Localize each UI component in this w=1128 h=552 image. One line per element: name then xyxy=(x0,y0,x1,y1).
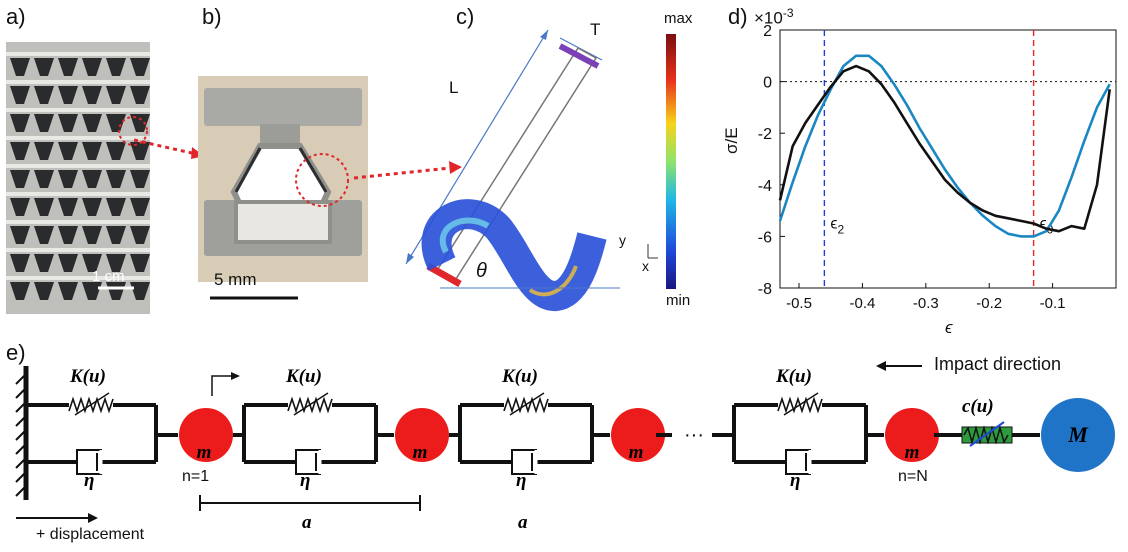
axis-x-label: x xyxy=(642,258,649,274)
damping-label-3: η xyxy=(516,470,527,491)
scale-label-b: 5 mm xyxy=(214,270,257,289)
scale-label-a: 1 cm xyxy=(92,268,125,285)
colorbar-min-label: min xyxy=(666,292,691,309)
mass-1 xyxy=(179,408,233,462)
x-axis-label: ϵ xyxy=(945,318,953,337)
stiffness-label-2: K(u) xyxy=(286,366,322,387)
colorbar-max-label: max xyxy=(664,10,693,27)
panel-label-c: c) xyxy=(456,4,475,29)
y-tick-label-5: 2 xyxy=(763,23,772,40)
label-length: L xyxy=(449,78,459,97)
index-first: n=1 xyxy=(182,468,210,485)
x-tick-label-3: -0.2 xyxy=(976,295,1002,312)
x-tick-label-1: -0.4 xyxy=(849,295,875,312)
mass-spring-chain xyxy=(15,361,1115,523)
displacement-label: + displacement xyxy=(36,526,145,543)
arrow-b-to-c xyxy=(353,161,462,180)
velocity-arrow xyxy=(211,375,236,396)
damping-label-1: η xyxy=(84,470,95,491)
lattice-photo-art xyxy=(6,42,150,314)
panel-label-e: e) xyxy=(6,340,26,365)
colorbar xyxy=(666,34,676,289)
x-tick-label-2: -0.3 xyxy=(913,295,939,312)
label-thickness: T xyxy=(590,20,601,39)
y-multiplier-exponent: -3 xyxy=(782,6,794,20)
contact-label: c(u) xyxy=(962,396,994,417)
y-tick-label-3: -2 xyxy=(758,126,772,143)
x-tick-label-4: -0.1 xyxy=(1040,295,1066,312)
highlight-circle-a xyxy=(118,116,148,146)
lattice-label-2: a xyxy=(518,512,528,533)
unit-cell-photo xyxy=(198,76,368,282)
label-angle: θ xyxy=(476,260,487,282)
beam-top-end xyxy=(558,43,600,69)
vline-label-sub-0: 2 xyxy=(837,222,844,236)
mass-label-4: m xyxy=(904,442,920,463)
lattice-label-1: a xyxy=(302,512,312,533)
unit-cell-art xyxy=(198,76,368,282)
y-multiplier-base: ×10 xyxy=(754,8,783,28)
y-tick-label-1: -6 xyxy=(758,229,772,246)
highlight-circle-b xyxy=(295,153,349,207)
stiffness-label-3: K(u) xyxy=(502,366,538,387)
chain-ellipsis: ··· xyxy=(684,424,704,446)
mass-label-1: m xyxy=(196,442,212,463)
x-tick-label-0: -0.5 xyxy=(786,295,812,312)
damping-label-4: η xyxy=(790,470,801,491)
mass-2 xyxy=(395,408,449,462)
lattice-photo: 1 cm xyxy=(6,42,150,314)
stiffness-label-1: K(u) xyxy=(70,366,106,387)
impactor-mass xyxy=(1041,398,1115,472)
damping-label-2: η xyxy=(300,470,311,491)
y-tick-label-0: -8 xyxy=(758,281,772,298)
index-last: n=N xyxy=(898,468,928,485)
panel-label-b: b) xyxy=(202,4,222,29)
series-1 xyxy=(778,64,1111,233)
deformed-beam xyxy=(421,199,607,311)
impact-direction-label: Impact direction xyxy=(934,354,1062,374)
stiffness-label-4: K(u) xyxy=(776,366,812,387)
panel-label-d: d) xyxy=(728,4,748,29)
stress-strain-chart: ϵ2 ϵ0 -0.5 -0.4 -0.3 -0.2 -0.1-8-6-4-202 xyxy=(758,23,1117,312)
y-multiplier: ×10-3 xyxy=(754,6,794,29)
plot-frame xyxy=(779,29,1117,289)
panel-label-a: a) xyxy=(6,4,26,29)
mass-label-3: m xyxy=(628,442,644,463)
beam-base xyxy=(426,262,462,288)
scale-bar-b xyxy=(210,296,298,300)
mass-4 xyxy=(885,408,939,462)
mass-label-2: m xyxy=(412,442,428,463)
mass-3 xyxy=(611,408,665,462)
beam-diagram xyxy=(405,29,676,311)
y-axis-label: σ/E xyxy=(722,127,741,154)
y-tick-label-4: 0 xyxy=(763,75,772,92)
axis-y-label: y xyxy=(619,232,626,248)
y-tick-label-2: -4 xyxy=(758,178,772,195)
impactor-label: M xyxy=(1068,422,1088,447)
